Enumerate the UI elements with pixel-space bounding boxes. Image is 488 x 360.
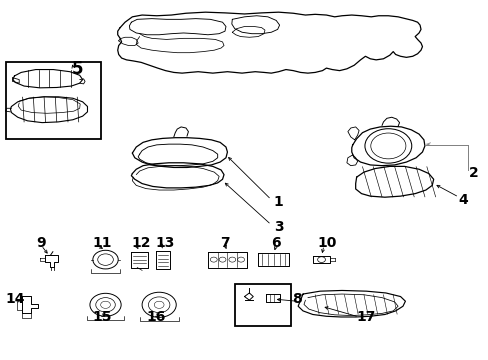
Text: 12: 12: [131, 236, 151, 250]
Text: 16: 16: [146, 310, 165, 324]
Text: 14: 14: [5, 292, 25, 306]
Text: 17: 17: [356, 310, 375, 324]
Text: 8: 8: [291, 292, 301, 306]
Text: 4: 4: [457, 193, 467, 207]
Bar: [234, 284, 290, 326]
Text: 13: 13: [156, 236, 175, 250]
Text: 6: 6: [271, 236, 281, 250]
Text: 5: 5: [71, 60, 83, 78]
Text: 9: 9: [36, 236, 45, 250]
Text: 15: 15: [92, 310, 112, 324]
Text: 3: 3: [273, 220, 283, 234]
Text: 1: 1: [273, 194, 283, 208]
Text: 2: 2: [468, 166, 478, 180]
Text: 7: 7: [220, 236, 229, 250]
Text: 10: 10: [317, 236, 336, 250]
Text: 11: 11: [92, 236, 112, 250]
Bar: [5, 62, 101, 139]
